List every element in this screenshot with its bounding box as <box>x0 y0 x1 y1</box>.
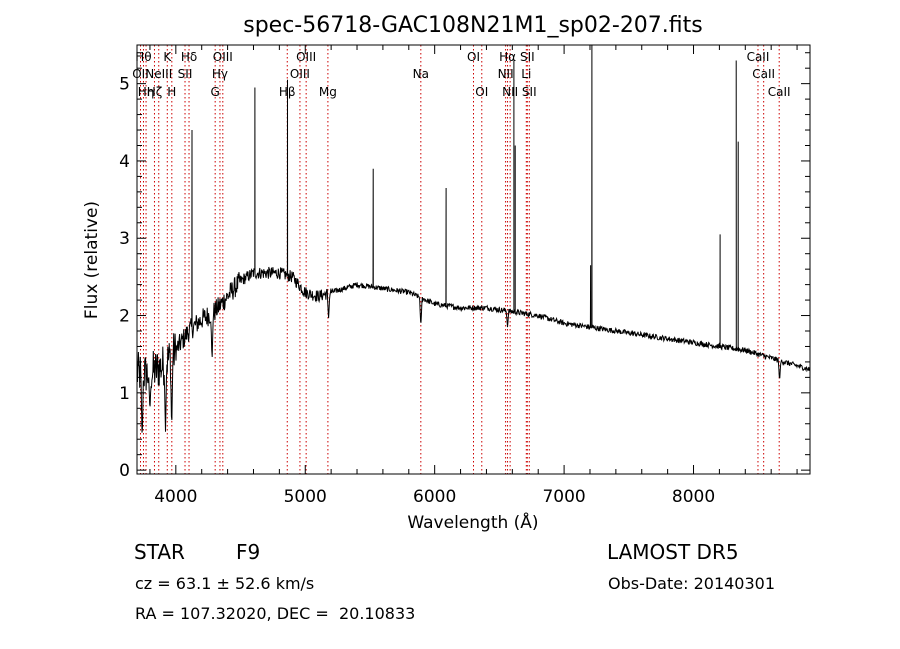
marker-label-17: OI <box>467 50 480 64</box>
y-tick-label-3: 3 <box>119 229 130 249</box>
plot-frame <box>136 44 811 475</box>
x-tick-label-3: 7000 <box>542 487 585 507</box>
obs-date: Obs-Date: 20140301 <box>608 574 776 593</box>
marker-label-2: Hη <box>138 85 155 99</box>
redshift-value: cz = 63.1 ± 52.6 km/s <box>135 574 315 593</box>
marker-label-21: NII <box>502 85 518 99</box>
spectrum-line <box>136 44 811 433</box>
y-tick-label-4: 4 <box>119 152 130 172</box>
marker-label-11: OIII <box>213 50 233 64</box>
marker-label-19: NII <box>498 67 514 81</box>
marker-label-6: H <box>167 85 176 99</box>
coordinates: RA = 107.32020, DEC = 20.10833 <box>135 604 416 623</box>
marker-label-25: CaII <box>747 50 770 64</box>
object-subclass: F9 <box>236 540 261 564</box>
marker-label-4: NeIII <box>145 67 172 81</box>
marker-label-1: Hθ <box>135 50 151 64</box>
marker-label-24: SII <box>522 85 537 99</box>
y-axis-ticks: 0 1 2 3 4 5 <box>119 52 810 481</box>
x-tick-label-1: 5000 <box>284 487 327 507</box>
chart-title: spec-56718-GAC108N21M1_sp02-207.fits <box>243 13 703 38</box>
marker-label-20: Hα <box>499 50 516 64</box>
survey-name: LAMOST DR5 <box>607 540 739 564</box>
marker-label-10: Hγ <box>212 67 228 81</box>
marker-label-13: OIII <box>290 67 310 81</box>
marker-label-26: CaII <box>752 67 775 81</box>
marker-label-23: SII <box>520 50 535 64</box>
marker-label-14: OIII <box>296 50 316 64</box>
marker-label-7: SII <box>178 67 193 81</box>
marker-label-22: Li <box>521 67 531 81</box>
y-tick-label-1: 1 <box>119 384 130 404</box>
x-axis-label: Wavelength (Å) <box>407 511 538 533</box>
x-tick-label-4: 8000 <box>672 487 715 507</box>
marker-label-5: K <box>163 50 172 64</box>
marker-label-0: OII <box>132 67 149 81</box>
object-class: STAR <box>134 540 185 564</box>
y-tick-label-5: 5 <box>119 75 130 95</box>
x-tick-label-0: 4000 <box>154 487 197 507</box>
y-tick-label-0: 0 <box>119 461 130 481</box>
marker-label-15: Mg <box>319 85 337 99</box>
line-markers <box>139 45 780 474</box>
x-axis-ticks: 4000 5000 6000 7000 8000 <box>149 45 798 507</box>
line-marker-labels: OIIHθHηHζNeIIIKHSIIHδGHγOIIIHβOIIIOIIIMg… <box>132 50 790 99</box>
marker-label-16: Na <box>413 67 429 81</box>
y-tick-label-2: 2 <box>119 307 130 327</box>
marker-label-27: CaII <box>768 85 791 99</box>
marker-label-9: G <box>211 85 220 99</box>
marker-label-3: Hζ <box>147 85 163 99</box>
y-axis-label: Flux (relative) <box>82 201 102 319</box>
marker-label-18: OI <box>475 85 488 99</box>
marker-label-8: Hδ <box>181 50 197 64</box>
x-tick-label-2: 6000 <box>413 487 456 507</box>
